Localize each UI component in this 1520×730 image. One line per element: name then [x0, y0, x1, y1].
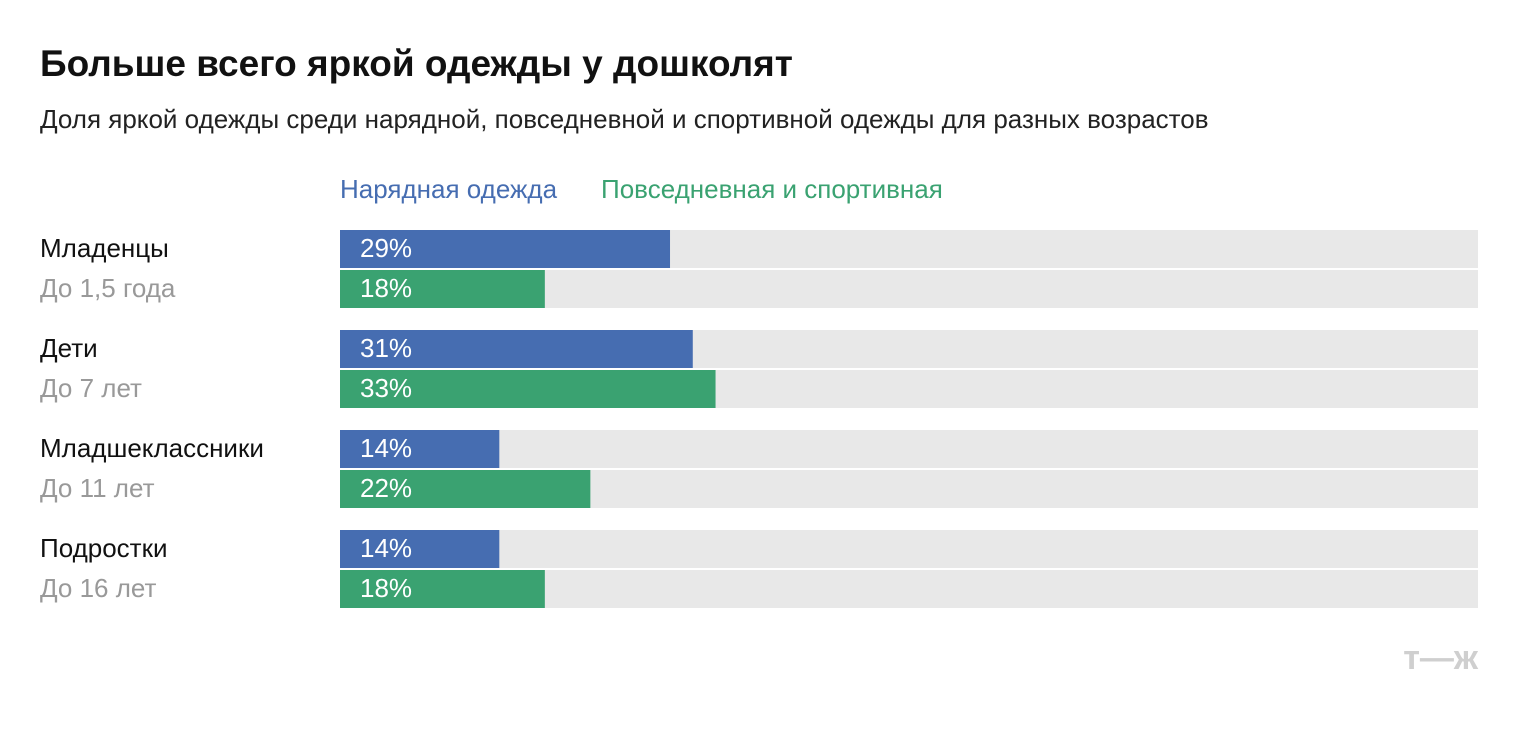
- category-sublabel: До 7 лет: [40, 373, 142, 403]
- bar-track: [340, 430, 1478, 468]
- bar: [340, 230, 671, 268]
- value-label: 29%: [360, 233, 412, 263]
- legend-entry: Повседневная и спортивная: [601, 174, 943, 204]
- logo: т—ж: [1403, 639, 1479, 677]
- value-label: 18%: [360, 573, 412, 603]
- chart-subtitle: Доля яркой одежды среди нарядной, повсед…: [40, 104, 1209, 134]
- category-sublabel: До 16 лет: [40, 573, 156, 603]
- category-label: Подростки: [40, 533, 167, 563]
- bar: [340, 430, 500, 468]
- category-sublabel: До 1,5 года: [40, 273, 176, 303]
- bar-track: [340, 530, 1478, 568]
- bar: [340, 470, 591, 508]
- value-label: 31%: [360, 333, 412, 363]
- category-sublabel: До 11 лет: [40, 473, 155, 503]
- value-label: 14%: [360, 433, 412, 463]
- category-label: Младенцы: [40, 233, 169, 263]
- legend-entry: Нарядная одежда: [340, 174, 558, 204]
- value-label: 18%: [360, 273, 412, 303]
- bar: [340, 530, 500, 568]
- category-label: Дети: [40, 333, 98, 363]
- bar: [340, 370, 716, 408]
- bar: [340, 330, 693, 368]
- value-label: 22%: [360, 473, 412, 503]
- bar: [340, 270, 545, 308]
- category-label: Младшеклассники: [40, 433, 264, 463]
- value-label: 33%: [360, 373, 412, 403]
- bar: [340, 570, 545, 608]
- chart-title: Больше всего яркой одежды у дошколят: [40, 43, 793, 84]
- value-label: 14%: [360, 533, 412, 563]
